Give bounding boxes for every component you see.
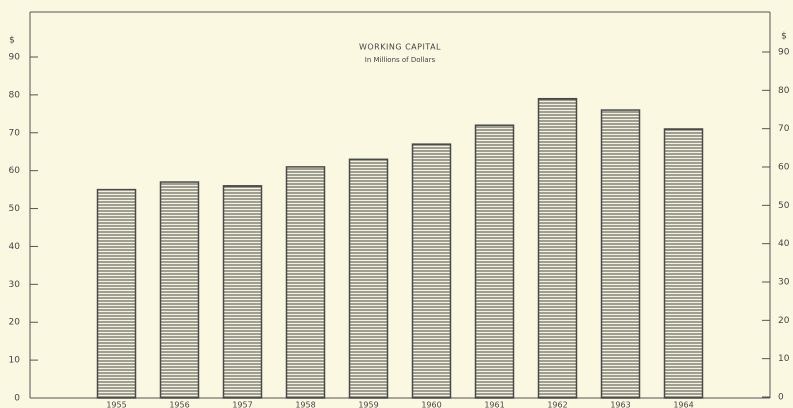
- y-axis-label: $: [9, 36, 15, 46]
- bar: [600, 109, 641, 399]
- bar: [222, 185, 263, 399]
- y-tick-label: 90: [9, 53, 21, 63]
- y-tick-label: 0: [14, 394, 20, 404]
- x-tick-label: 1962: [547, 401, 567, 408]
- y2-tick-label: 50: [778, 201, 790, 211]
- y2-tick-label: 90: [778, 48, 790, 58]
- y-tick-label: 80: [9, 90, 21, 100]
- x-tick-label: 1957: [232, 401, 252, 408]
- x-tick-label: 1955: [106, 401, 126, 408]
- y2-tick-label: 80: [778, 86, 790, 96]
- y-tick-label: 30: [9, 280, 21, 290]
- y-tick-label: 10: [9, 356, 21, 366]
- bar: [348, 158, 389, 399]
- bar: [663, 128, 704, 399]
- x-tick-label: 1960: [421, 401, 441, 408]
- bar: [537, 97, 578, 399]
- y2-tick-label: 40: [778, 239, 790, 249]
- y-tick-label: 60: [9, 166, 21, 176]
- y2-tick-label: 70: [778, 124, 790, 134]
- bar: [411, 143, 452, 399]
- x-tick-label: 1958: [295, 401, 315, 408]
- y-tick-label: 50: [9, 204, 21, 214]
- y2-tick-label: 20: [778, 316, 790, 326]
- chart-title: WORKING CAPITAL: [359, 43, 441, 52]
- y2-tick-label: 60: [778, 163, 790, 173]
- y2-axis-label: $: [781, 32, 787, 42]
- bar: [474, 124, 515, 399]
- bar: [285, 166, 326, 399]
- x-tick-label: 1956: [169, 401, 189, 408]
- x-tick-label: 1959: [358, 401, 378, 408]
- x-tick-label: 1961: [484, 401, 504, 408]
- y2-tick-label: 0: [778, 393, 784, 403]
- y-tick-label: 70: [9, 128, 21, 138]
- y-tick-label: 20: [9, 318, 21, 328]
- bar: [159, 181, 200, 399]
- chart-subtitle: In Millions of Dollars: [365, 56, 436, 64]
- x-tick-label: 1964: [673, 401, 693, 408]
- y2-tick-label: 30: [778, 278, 790, 288]
- y-tick-label: 40: [9, 242, 21, 252]
- x-tick-label: 1963: [610, 401, 630, 408]
- bar: [96, 188, 137, 399]
- y2-tick-label: 10: [778, 354, 790, 364]
